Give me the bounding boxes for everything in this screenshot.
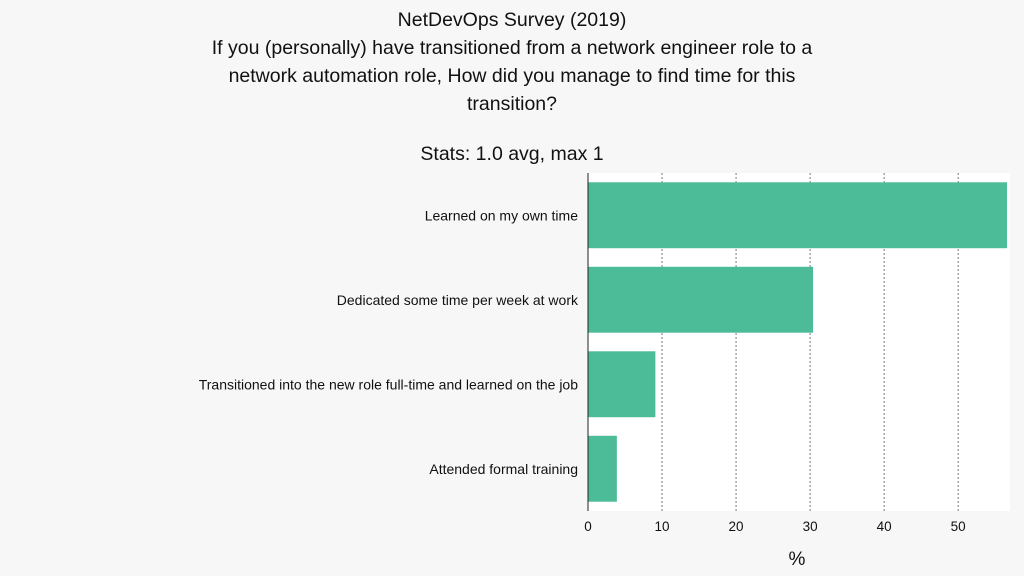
category-label: Dedicated some time per week at work: [337, 292, 579, 308]
chart-title-line-3: network automation role, How did you man…: [228, 65, 796, 87]
category-label: Transitioned into the new role full-time…: [199, 376, 578, 392]
x-tick-label: 50: [951, 519, 966, 534]
x-tick-labels: 0 10 20 30 40 50: [584, 519, 965, 534]
bar: [588, 351, 656, 418]
bars: [588, 182, 1008, 502]
x-tick-label: 0: [584, 519, 592, 534]
chart-title: NetDevOps Survey (2019) If you (personal…: [0, 6, 1024, 118]
category-labels: Learned on my own time Dedicated some tim…: [199, 207, 579, 477]
bar: [588, 182, 1008, 249]
chart-stats: Stats: 1.0 avg, max 1: [420, 143, 604, 165]
category-label: Attended formal training: [429, 461, 578, 477]
chart-title-line-1: NetDevOps Survey (2019): [397, 9, 627, 31]
x-axis-title: %: [789, 549, 806, 570]
bar: [588, 435, 617, 502]
bar: [588, 266, 814, 333]
x-tick-label: 10: [655, 519, 670, 534]
x-tick-label: 30: [803, 519, 818, 534]
chart-title-line-2: If you (personally) have transitioned fr…: [211, 37, 813, 59]
x-tick-label: 20: [729, 519, 744, 534]
chart-title-line-4: transition?: [467, 93, 557, 115]
category-label: Learned on my own time: [425, 207, 579, 223]
x-tick-label: 40: [877, 519, 892, 534]
